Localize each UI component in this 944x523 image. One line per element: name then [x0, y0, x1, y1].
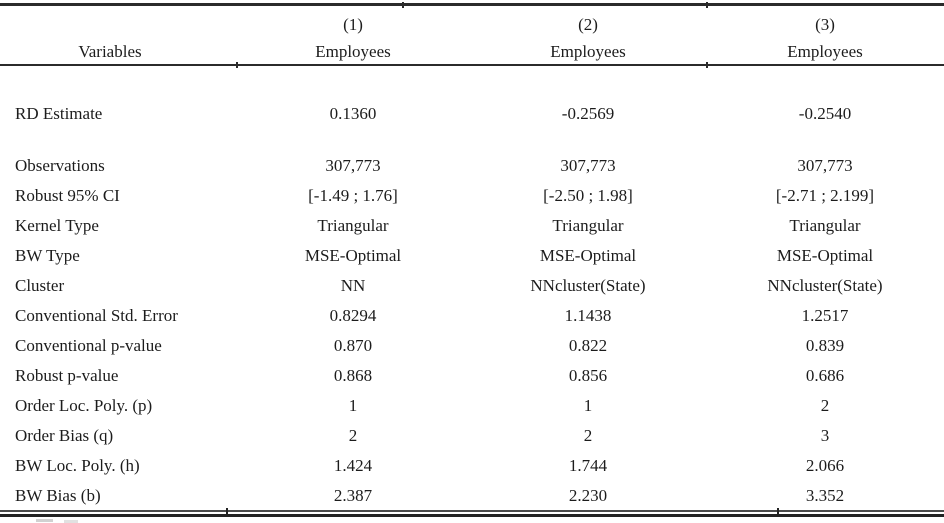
row-label: Robust 95% CI [15, 186, 120, 205]
cell-value: MSE-Optimal [776, 246, 874, 265]
cell-value: 2.230 [568, 486, 608, 505]
cell-value: 2 [348, 426, 358, 445]
spacer [0, 64, 944, 99]
cell-value: Triangular [317, 216, 389, 235]
column-title-header-row: Variables Employees Employees Employees [0, 40, 944, 64]
rd-estimate-section: RD Estimate 0.1360 -0.2569 -0.2540 [0, 99, 944, 129]
cell-value: 1 [583, 396, 593, 415]
row-label: Conventional p-value [15, 336, 162, 355]
row-label: Robust p-value [15, 366, 119, 385]
cell-value: MSE-Optimal [304, 246, 402, 265]
row-label: Kernel Type [15, 216, 99, 235]
rule-notch [706, 1, 708, 8]
rule-notch [402, 1, 404, 8]
cell-value: 0.868 [333, 366, 373, 385]
cell-value: 0.856 [568, 366, 608, 385]
cell-value: 307,773 [325, 156, 381, 175]
cell-value: NNcluster(State) [530, 276, 646, 295]
clipped-footnote-fragment [64, 520, 78, 523]
table-row: BW Bias (b) 2.387 2.230 3.352 [0, 481, 944, 511]
cell-value: [-2.50 ; 1.98] [543, 186, 633, 205]
statistics-section: Observations 307,773 307,773 307,773 Rob… [0, 151, 944, 511]
table-row: Robust 95% CI [-1.49 ; 1.76] [-2.50 ; 1.… [0, 181, 944, 211]
cell-value: 1.744 [568, 456, 608, 475]
cell-value: 2.387 [333, 486, 373, 505]
cell-value: 2.066 [805, 456, 845, 475]
rule-notch [226, 508, 228, 516]
row-label: BW Type [15, 246, 80, 265]
table-row: Cluster NN NNcluster(State) NNcluster(St… [0, 271, 944, 301]
clipped-footnote-fragment [36, 519, 53, 522]
cell-value: 2 [583, 426, 593, 445]
cell-value: NN [340, 276, 366, 295]
table-row: Conventional Std. Error 0.8294 1.1438 1.… [0, 301, 944, 331]
column-number-1: (1) [343, 15, 363, 34]
cell-value: -0.2569 [561, 104, 615, 123]
cell-value: [-1.49 ; 1.76] [308, 186, 398, 205]
table-row: Conventional p-value 0.870 0.822 0.839 [0, 331, 944, 361]
cell-value: NNcluster(State) [767, 276, 883, 295]
table-row: RD Estimate 0.1360 -0.2569 -0.2540 [0, 99, 944, 129]
table-row: Robust p-value 0.868 0.856 0.686 [0, 361, 944, 391]
cell-value: Triangular [552, 216, 624, 235]
cell-value: 1.2517 [801, 306, 849, 325]
variables-header: Variables [78, 42, 142, 61]
row-label: BW Loc. Poly. (h) [15, 456, 140, 475]
table-row: Observations 307,773 307,773 307,773 [0, 151, 944, 181]
rule-notch [236, 62, 238, 68]
cell-value: 2 [820, 396, 830, 415]
rule-notch [777, 508, 779, 516]
table-row: Kernel Type Triangular Triangular Triang… [0, 211, 944, 241]
header-underline-rule [0, 64, 944, 66]
column-number-header-row: (1) (2) (3) [0, 0, 944, 40]
row-label: Order Loc. Poly. (p) [15, 396, 153, 415]
cell-value: 1.424 [333, 456, 373, 475]
row-label: Conventional Std. Error [15, 306, 178, 325]
cell-value: Triangular [789, 216, 861, 235]
cell-value: 307,773 [560, 156, 616, 175]
results-table: (1) (2) (3) Variables Employees Employee… [0, 0, 944, 511]
column-number-2: (2) [578, 15, 598, 34]
row-label: Cluster [15, 276, 65, 295]
cell-value: 0.8294 [329, 306, 377, 325]
column-number-3: (3) [815, 15, 835, 34]
depvar-header-1: Employees [315, 42, 391, 61]
cell-value: 3 [820, 426, 830, 445]
cell-value: 1 [348, 396, 358, 415]
cell-value: MSE-Optimal [539, 246, 637, 265]
cell-value: 3.352 [805, 486, 845, 505]
rule-notch [706, 62, 708, 68]
cell-value: 0.822 [568, 336, 608, 355]
cell-value: -0.2540 [798, 104, 852, 123]
row-label: BW Bias (b) [15, 486, 101, 505]
table-bottom-rule-thick [0, 513, 944, 517]
table-row: BW Type MSE-Optimal MSE-Optimal MSE-Opti… [0, 241, 944, 271]
row-label: Order Bias (q) [15, 426, 114, 445]
table-top-rule [0, 3, 944, 6]
cell-value: 1.1438 [564, 306, 612, 325]
spacer [0, 129, 944, 151]
row-label: Observations [15, 156, 105, 175]
table-row: BW Loc. Poly. (h) 1.424 1.744 2.066 [0, 451, 944, 481]
cell-value: 0.870 [333, 336, 373, 355]
table-row: Order Bias (q) 2 2 3 [0, 421, 944, 451]
depvar-header-3: Employees [787, 42, 863, 61]
table-row: Order Loc. Poly. (p) 1 1 2 [0, 391, 944, 421]
depvar-header-2: Employees [550, 42, 626, 61]
cell-value: [-2.71 ; 2.199] [775, 186, 875, 205]
cell-value: 0.1360 [329, 104, 377, 123]
table-bottom-rule-thin [0, 510, 944, 512]
cell-value: 0.686 [805, 366, 845, 385]
row-label: RD Estimate [15, 104, 103, 123]
cell-value: 0.839 [805, 336, 845, 355]
cell-value: 307,773 [797, 156, 853, 175]
